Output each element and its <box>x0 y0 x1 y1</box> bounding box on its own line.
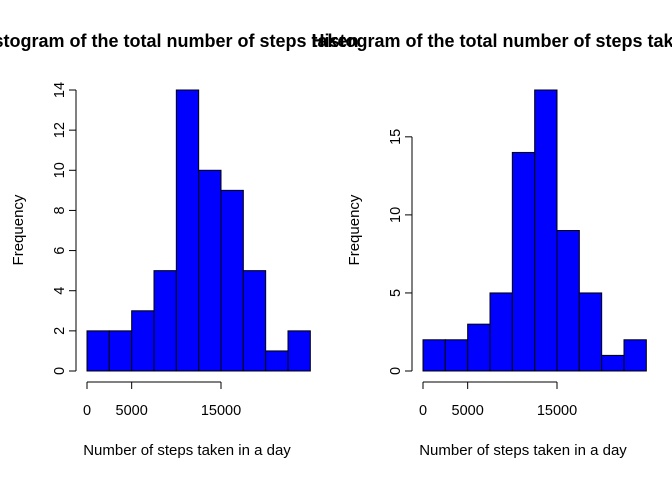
histogram-bar <box>601 354 625 372</box>
y-tick-label: 0 <box>388 367 404 375</box>
histogram-bar <box>131 310 155 372</box>
histogram-bar <box>467 323 491 372</box>
y-tick-label: 8 <box>52 206 68 214</box>
y-tick-label: 10 <box>52 162 68 178</box>
histogram-bar <box>578 292 603 372</box>
y-tick-label: 12 <box>52 122 68 138</box>
y-tick-label: 4 <box>52 287 68 295</box>
histogram-bar <box>86 330 110 372</box>
histogram-bar <box>489 292 513 372</box>
x-tick-label: 15000 <box>537 403 577 419</box>
histogram-bar <box>534 89 558 372</box>
y-axis-label: Frequency <box>346 194 363 265</box>
y-tick-label: 6 <box>52 247 68 255</box>
histogram-bar <box>198 169 222 372</box>
histogram-bar <box>422 339 446 372</box>
x-axis-label: Number of steps taken in a day <box>83 442 291 459</box>
histogram-bar <box>175 89 200 372</box>
histogram-bar <box>556 230 580 372</box>
y-tick-label: 0 <box>52 367 68 375</box>
y-tick-label: 5 <box>388 289 404 297</box>
chart-title: Histogram of the total number of steps t… <box>311 31 672 51</box>
x-tick-label: 15000 <box>201 403 241 419</box>
histogram-panel-left: Histogram of the total number of steps t… <box>0 31 359 459</box>
histogram-bar <box>623 339 647 372</box>
histogram-bar <box>287 330 311 372</box>
histogram-bar <box>108 330 133 372</box>
x-tick-label: 5000 <box>116 403 148 419</box>
histogram-bar <box>153 270 177 372</box>
x-axis-label: Number of steps taken in a day <box>419 442 627 459</box>
y-tick-label: 15 <box>388 129 404 145</box>
x-tick-label: 5000 <box>452 403 484 419</box>
histogram-bar <box>511 151 536 372</box>
x-tick-label: 0 <box>419 403 427 419</box>
chart-title: Histogram of the total number of steps t… <box>0 31 359 51</box>
y-axis-label: Frequency <box>10 194 27 265</box>
histogram-bar <box>265 350 289 372</box>
histogram-bar <box>242 270 267 372</box>
y-tick-label: 10 <box>388 207 404 223</box>
histogram-bar <box>444 339 469 372</box>
x-tick-label: 0 <box>83 403 91 419</box>
y-tick-label: 14 <box>52 82 68 98</box>
histogram-bar <box>220 189 244 372</box>
histogram-panel-right: Histogram of the total number of steps t… <box>311 31 672 459</box>
y-tick-label: 2 <box>52 327 68 335</box>
